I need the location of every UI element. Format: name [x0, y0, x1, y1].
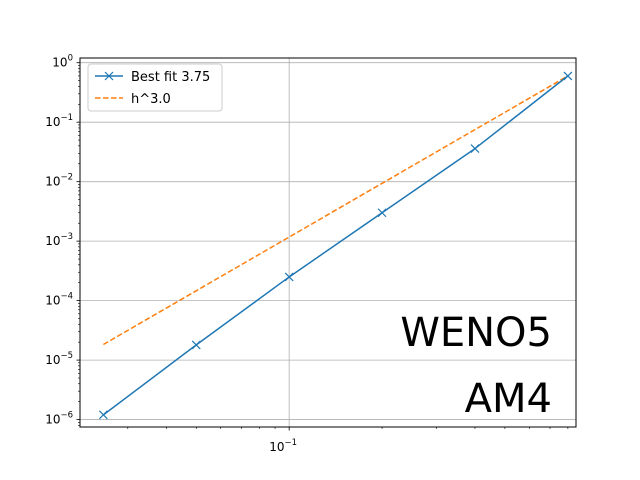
x-tick-label: 10−1 [269, 438, 297, 454]
data-point-marker [563, 71, 573, 81]
data-series [98, 71, 573, 420]
marker-stroke [191, 340, 201, 350]
plot-frame [79, 57, 577, 428]
legend-label-h3: h^3.0 [131, 92, 171, 107]
major-ticks [76, 62, 290, 431]
x-tick-base: 10 [269, 440, 284, 454]
y-tick-base: 10 [45, 175, 60, 189]
y-tick-base: 10 [45, 115, 60, 129]
annotation-integrator: AM4 [465, 376, 552, 422]
legend-marker-x [104, 71, 114, 81]
y-tick-exponent: −3 [60, 232, 73, 242]
y-tick-base: 10 [45, 294, 60, 308]
y-tick-label: 10−3 [45, 232, 73, 248]
reference-line-h3 [102, 75, 569, 346]
minor-ticks [78, 65, 569, 429]
annotation-scheme: WENO5 [400, 310, 552, 356]
grid-lines [80, 58, 576, 427]
data-point-marker [470, 144, 480, 153]
legend: Best fit 3.75 h^3.0 [87, 63, 223, 112]
y-tick-label: 10−1 [45, 113, 73, 129]
marker-stroke [284, 272, 294, 282]
y-tick-label: 10−5 [45, 351, 73, 367]
y-tick-exponent: 0 [68, 54, 73, 64]
legend-label-best-fit: Best fit 3.75 [131, 70, 210, 85]
legend-entry-best-fit: Best fit 3.75 [95, 70, 210, 85]
marker-stroke [377, 208, 387, 218]
y-tick-label: 10−6 [45, 411, 73, 427]
y-tick-base: 10 [45, 234, 60, 248]
x-tick-exponent: −1 [285, 438, 298, 448]
data-point-marker [377, 208, 387, 218]
y-tick-label: 10−2 [45, 173, 73, 189]
y-tick-base: 10 [52, 56, 67, 70]
legend-x-marker [104, 71, 114, 81]
y-tick-exponent: −4 [60, 292, 73, 302]
legend-entry-h3: h^3.0 [95, 92, 171, 107]
marker-stroke [98, 410, 108, 420]
y-tick-label: 10−4 [45, 292, 73, 308]
y-tick-exponent: −1 [60, 113, 73, 123]
y-tick-base: 10 [45, 353, 60, 367]
marker-stroke [104, 71, 114, 81]
y-tick-exponent: −6 [60, 411, 73, 421]
y-tick-label: 100 [52, 54, 73, 70]
data-point-marker [284, 272, 294, 282]
y-tick-exponent: −2 [60, 173, 73, 183]
data-point-marker [191, 340, 201, 350]
best-fit-line [102, 75, 569, 416]
y-tick-base: 10 [45, 413, 60, 427]
marker-stroke [470, 144, 480, 153]
y-tick-exponent: −5 [60, 351, 73, 361]
data-point-marker [98, 410, 108, 420]
marker-stroke [563, 71, 573, 81]
